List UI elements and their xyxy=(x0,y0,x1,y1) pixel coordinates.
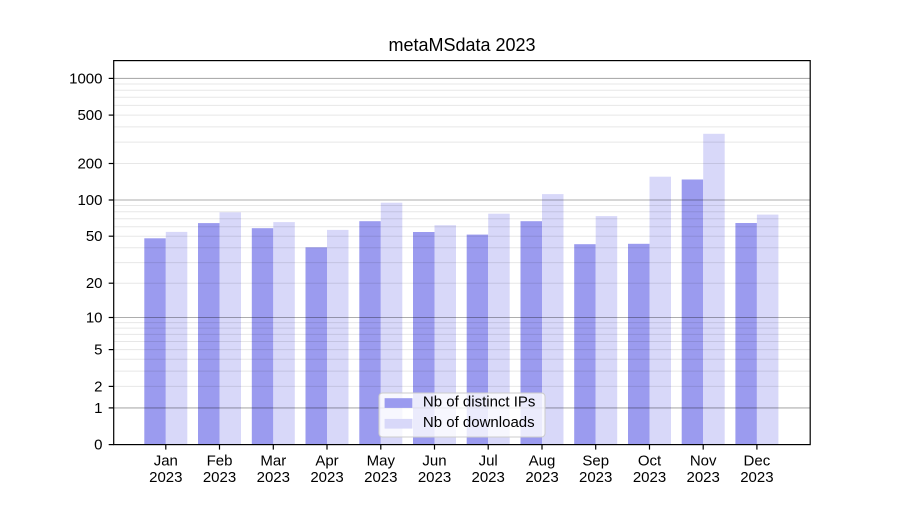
svg-text:10: 10 xyxy=(86,310,103,327)
svg-text:Aug: Aug xyxy=(529,453,556,470)
svg-text:Jun: Jun xyxy=(422,453,446,470)
svg-text:Nb of downloads: Nb of downloads xyxy=(423,414,535,431)
svg-text:Jan: Jan xyxy=(154,453,178,470)
svg-text:Nb of distinct IPs: Nb of distinct IPs xyxy=(423,393,536,410)
svg-text:Feb: Feb xyxy=(207,453,233,470)
svg-text:2023: 2023 xyxy=(579,469,612,486)
svg-text:2023: 2023 xyxy=(740,469,773,486)
svg-text:1: 1 xyxy=(94,400,102,417)
svg-text:0: 0 xyxy=(94,437,102,454)
svg-text:2023: 2023 xyxy=(633,469,666,486)
svg-text:May: May xyxy=(367,453,396,470)
svg-text:metaMSdata 2023: metaMSdata 2023 xyxy=(388,35,535,55)
svg-text:2023: 2023 xyxy=(149,469,182,486)
svg-text:2023: 2023 xyxy=(203,469,236,486)
svg-text:Jul: Jul xyxy=(479,453,498,470)
svg-text:200: 200 xyxy=(77,156,102,173)
svg-text:1000: 1000 xyxy=(69,70,102,87)
svg-text:20: 20 xyxy=(86,275,103,292)
svg-text:Dec: Dec xyxy=(744,453,771,470)
svg-text:Oct: Oct xyxy=(638,453,662,470)
svg-text:2: 2 xyxy=(94,378,102,395)
svg-text:2023: 2023 xyxy=(525,469,558,486)
svg-text:2023: 2023 xyxy=(472,469,505,486)
svg-text:50: 50 xyxy=(86,228,103,245)
svg-text:Sep: Sep xyxy=(582,453,609,470)
svg-text:2023: 2023 xyxy=(257,469,290,486)
svg-text:2023: 2023 xyxy=(418,469,451,486)
svg-text:2023: 2023 xyxy=(687,469,720,486)
svg-text:Apr: Apr xyxy=(315,453,338,470)
svg-text:Nov: Nov xyxy=(690,453,717,470)
svg-text:500: 500 xyxy=(77,107,102,124)
svg-text:5: 5 xyxy=(94,342,102,359)
svg-text:100: 100 xyxy=(77,192,102,209)
svg-text:2023: 2023 xyxy=(310,469,343,486)
svg-text:Mar: Mar xyxy=(260,453,286,470)
svg-text:2023: 2023 xyxy=(364,469,397,486)
